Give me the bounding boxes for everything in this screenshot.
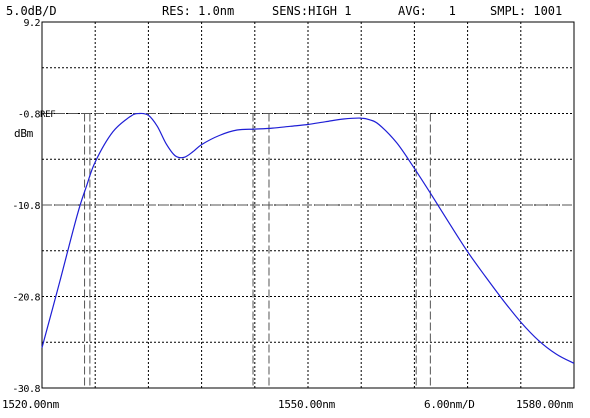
scale-readout: 5.0dB/D <box>6 4 57 18</box>
resolution-readout: RES: 1.0nm <box>162 4 235 18</box>
x-span-label: 6.00nm/D <box>424 398 475 411</box>
sensitivity-readout: SENS:HIGH 1 <box>272 4 352 18</box>
x-start-label: 1520.00nm <box>2 398 59 411</box>
spectrum-trace <box>41 112 575 364</box>
x-center-label: 1550.00nm <box>278 398 335 411</box>
y-tick-label: -30.8 <box>12 384 40 395</box>
average-readout: AVG: 1 <box>398 4 456 18</box>
y-unit-label: dBm <box>14 127 33 140</box>
x-end-label: 1580.00nm <box>516 398 573 411</box>
ref-marker-label: REF <box>40 110 56 120</box>
y-tick-label: -20.8 <box>12 293 40 304</box>
plot-grid <box>42 22 574 388</box>
sampling-readout: SMPL: 1001 <box>490 4 563 18</box>
y-tick-label: -10.8 <box>12 201 40 212</box>
y-tick-label: -0.8 <box>18 110 41 121</box>
plot-markers <box>42 113 574 388</box>
tick-labels: 9.2 -0.8 -10.8 -20.8 -30.8 <box>12 18 41 395</box>
y-tick-label: 9.2 <box>23 18 40 29</box>
